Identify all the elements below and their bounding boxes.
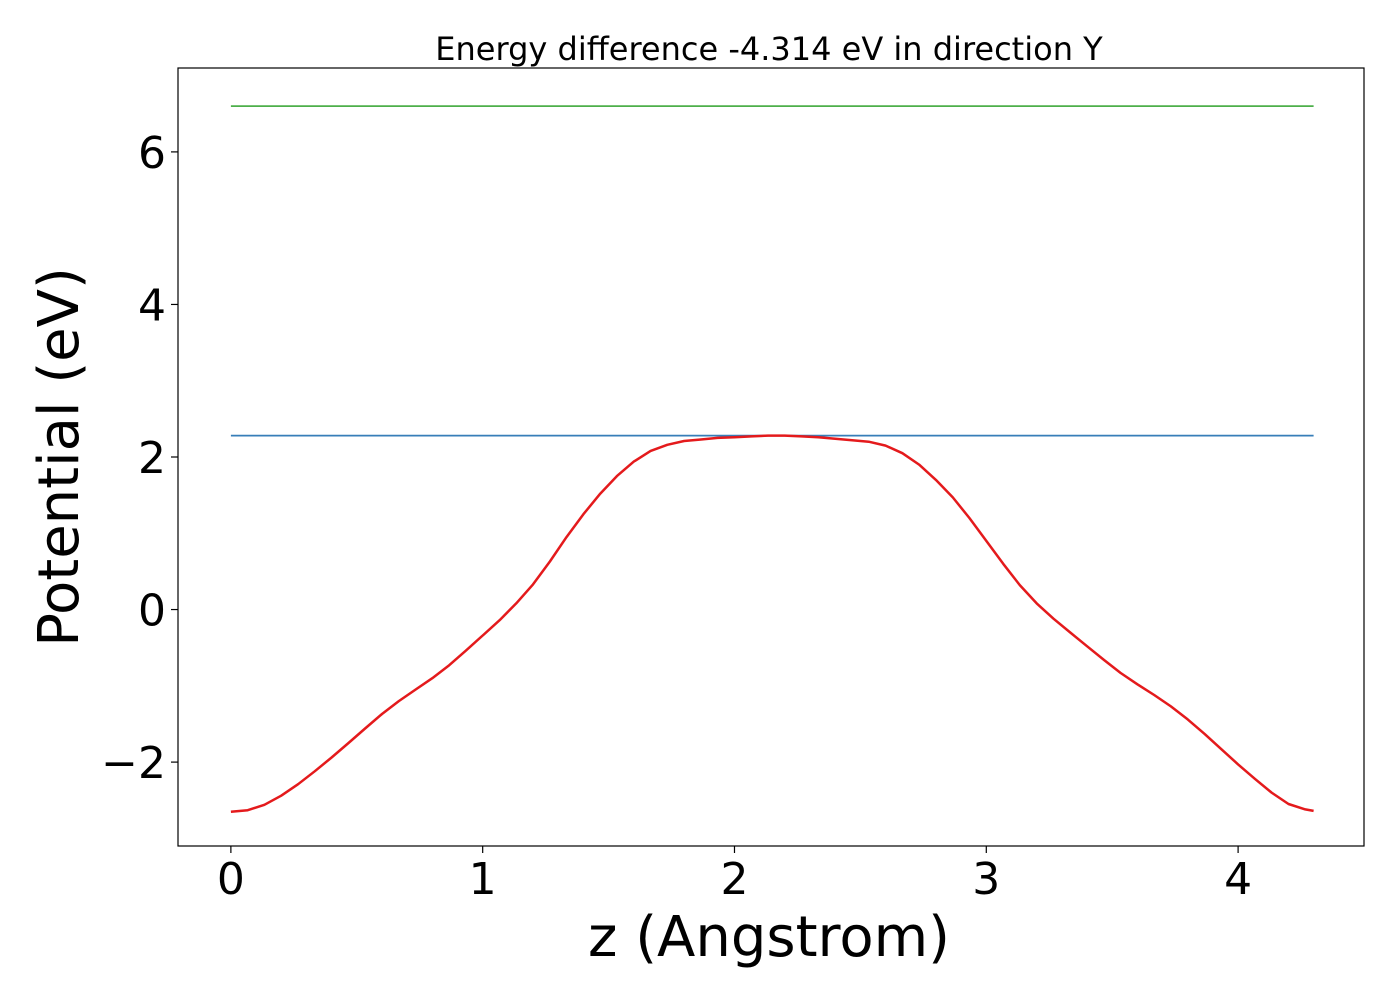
x-axis-title: z (Angstrom) [588,905,950,970]
y-tick-label: 0 [138,586,166,637]
series-layer [230,105,1314,813]
x-tick-label: 2 [720,854,748,905]
series-line-potential [230,434,1314,813]
x-tick-label: 3 [972,854,1000,905]
y-tick-label: 4 [138,280,166,331]
y-axis-title: Potential (eV) [27,267,92,647]
y-tick-label: −2 [101,738,166,789]
y-tick-label: 6 [138,128,166,179]
x-tick-label: 0 [217,854,245,905]
x-tick-label: 1 [469,854,497,905]
y-axis: −2 0 2 4 6 [101,128,178,789]
y-tick-label: 2 [138,433,166,484]
x-tick-label: 4 [1224,854,1252,905]
x-axis: 0 1 2 3 4 [217,846,1252,905]
plot-frame [177,67,1365,847]
chart-title: Energy difference -4.314 eV in direction… [435,30,1103,68]
